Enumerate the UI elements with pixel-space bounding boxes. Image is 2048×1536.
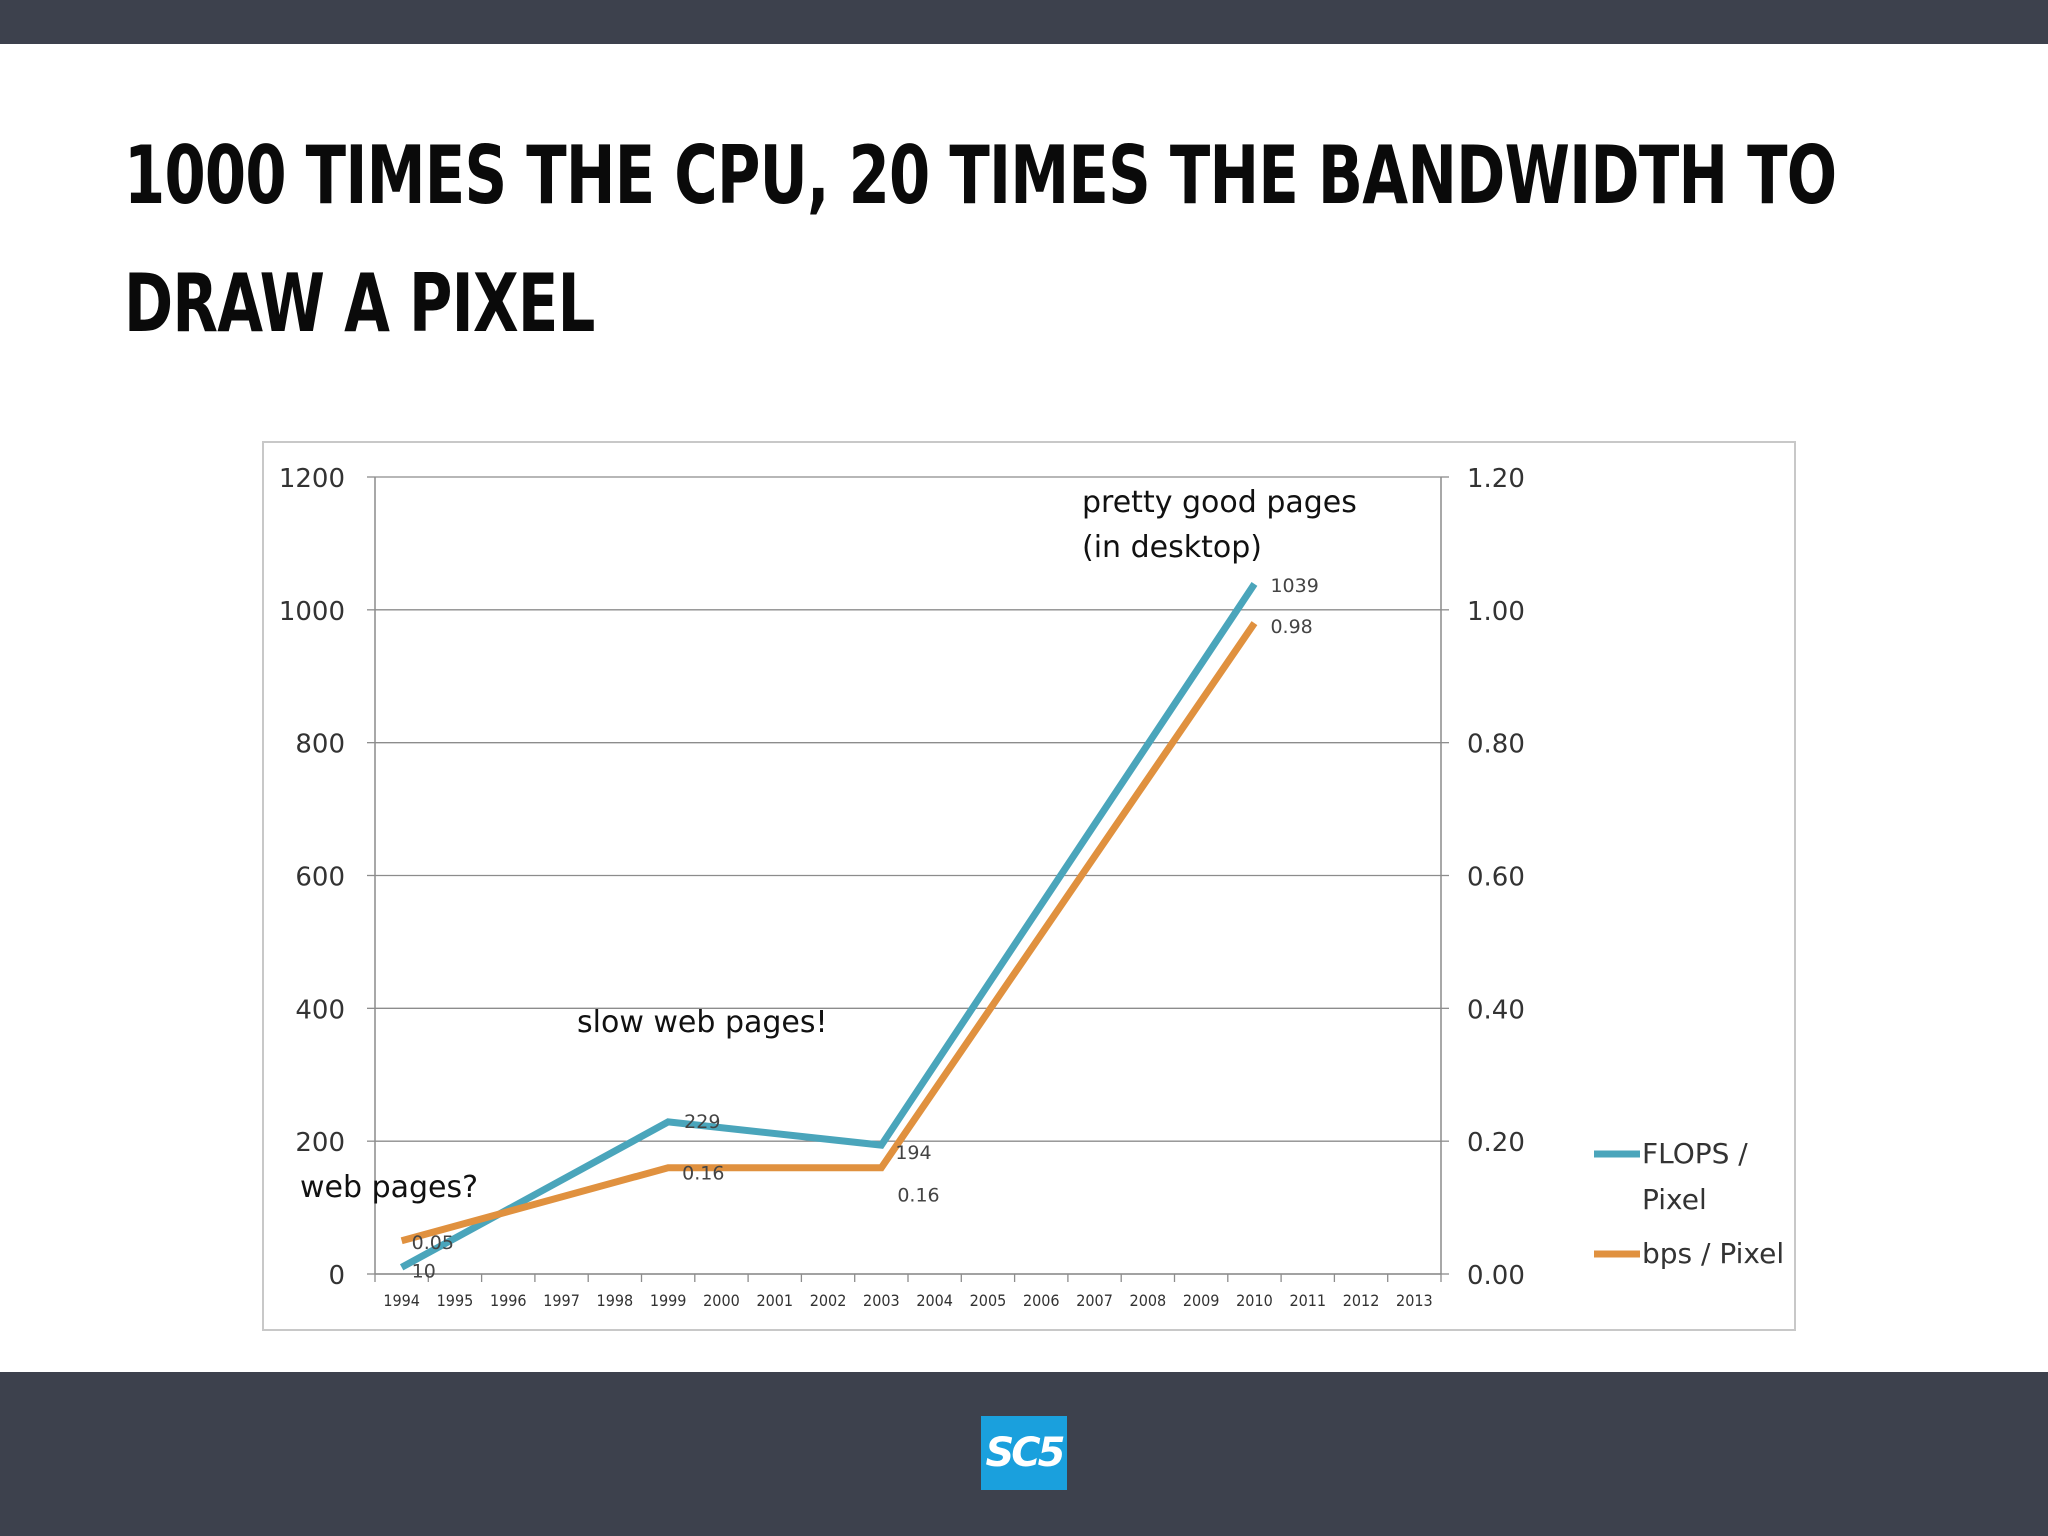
annotation-text: (in desktop) <box>1082 530 1262 565</box>
sc5-logo: SC5 <box>981 1416 1067 1490</box>
y-left-tick-label: 800 <box>295 730 345 760</box>
line-chart: 0 0.00 200 0.20 400 0.40 600 0.60 800 0.80 1000 1.0… <box>279 464 1784 1310</box>
chart-frame: 0 0.00 200 0.20 400 0.40 600 0.60 800 0.80 1000 1.0… <box>262 441 1796 1331</box>
x-tick-label: 2012 <box>1343 1291 1380 1310</box>
x-tick-label: 2009 <box>1183 1291 1220 1310</box>
x-tick-label: 1995 <box>437 1291 474 1310</box>
x-tick-label: 1997 <box>543 1291 580 1310</box>
y-left-tick-label: 400 <box>295 995 345 1025</box>
y-left-tick-label: 600 <box>295 863 345 893</box>
logo-text: SC5 <box>985 1430 1066 1476</box>
x-tick-label: 2007 <box>1076 1291 1113 1310</box>
x-tick-label: 1996 <box>490 1291 527 1310</box>
x-tick-label: 2013 <box>1396 1291 1433 1310</box>
x-tick-label: 2005 <box>970 1291 1007 1310</box>
flops-data-label: 194 <box>895 1142 931 1164</box>
annotation-text: web pages? <box>300 1170 478 1205</box>
x-tick-label: 2002 <box>810 1291 847 1310</box>
y-left-tick-label: 1000 <box>279 597 345 627</box>
x-tick-label: 2004 <box>916 1291 953 1310</box>
x-tick-label: 1994 <box>383 1291 420 1310</box>
x-tick-label: 2008 <box>1130 1291 1167 1310</box>
bps-data-label: 0.98 <box>1270 616 1312 638</box>
flops-data-label: 10 <box>412 1260 436 1282</box>
y-right-tick-label: 0.80 <box>1467 730 1525 760</box>
y-right-tick-label: 0.00 <box>1467 1261 1525 1291</box>
x-tick-label: 1999 <box>650 1291 687 1310</box>
x-tick-label: 2003 <box>863 1291 900 1310</box>
x-tick-label: 1998 <box>597 1291 634 1310</box>
legend-label: FLOPS / Pixel <box>1642 1137 1748 1216</box>
bps-data-label: 0.16 <box>682 1163 724 1185</box>
top-bar <box>0 0 2048 44</box>
x-tick-label: 2001 <box>756 1291 793 1310</box>
annotation-text: pretty good pages <box>1082 485 1357 520</box>
annotation-text: slow web pages! <box>577 1005 828 1040</box>
flops-data-label: 229 <box>684 1111 720 1133</box>
bps-data-label: 0.16 <box>897 1185 939 1207</box>
x-tick-label: 2011 <box>1289 1291 1326 1310</box>
y-left-tick-label: 0 <box>328 1261 345 1291</box>
y-right-tick-label: 0.60 <box>1467 863 1525 893</box>
x-tick-label: 2000 <box>703 1291 740 1310</box>
y-left-tick-label: 1200 <box>279 464 345 494</box>
y-right-tick-label: 0.40 <box>1467 995 1525 1025</box>
y-left-tick-label: 200 <box>295 1128 345 1158</box>
x-tick-label: 2010 <box>1236 1291 1273 1310</box>
bps-data-label: 0.05 <box>412 1232 454 1254</box>
flops-data-label: 1039 <box>1270 575 1318 597</box>
bps-series-line <box>400 621 1258 1245</box>
slide-title: 1000 times the CPU, 20 times the bandwid… <box>124 129 1837 350</box>
legend-label: bps / Pixel <box>1642 1237 1784 1270</box>
flops-series-line <box>399 581 1258 1271</box>
x-tick-label: 2006 <box>1023 1291 1060 1310</box>
y-right-tick-label: 1.00 <box>1467 597 1525 627</box>
y-right-tick-label: 0.20 <box>1467 1128 1525 1158</box>
y-right-tick-label: 1.20 <box>1467 464 1525 494</box>
